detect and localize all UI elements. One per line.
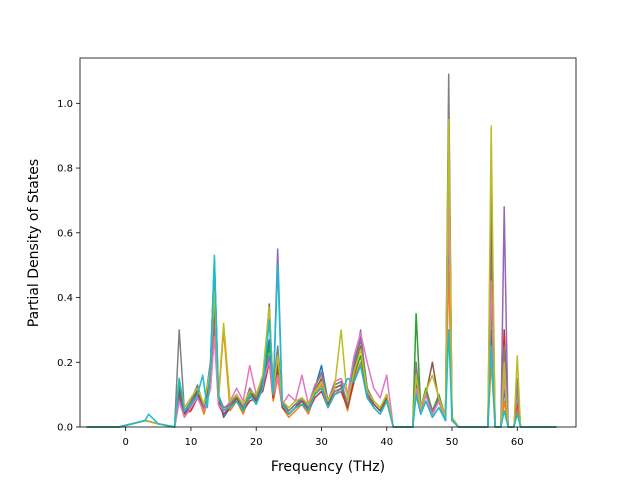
series-line-10 <box>86 254 557 428</box>
y-axis-label: Partial Density of States <box>26 159 42 327</box>
y-tick-label: 0.6 <box>57 228 73 239</box>
x-tick-label: 20 <box>250 437 263 448</box>
plot-frame <box>79 57 577 428</box>
y-tick-label: 0.4 <box>57 293 73 304</box>
y-tick-label: 0.0 <box>57 423 73 434</box>
x-tick-label: 0 <box>122 437 128 448</box>
y-tick-label: 1.0 <box>57 99 73 110</box>
y-tick-label: 0.8 <box>57 164 73 175</box>
x-tick-label: 40 <box>380 437 393 448</box>
x-axis-label: Frequency (THz) <box>271 459 385 475</box>
y-tick-label: 0.2 <box>57 358 73 369</box>
x-tick-label: 50 <box>446 437 459 448</box>
tick-layer: 0 10 20 30 40 50 60 0.0 0.2 0.4 0.6 0.8 1.0 <box>57 99 524 448</box>
x-tick-label: 10 <box>185 437 198 448</box>
x-tick-label: 60 <box>511 437 524 448</box>
series-layer <box>86 73 557 428</box>
x-tick-label: 30 <box>315 437 328 448</box>
